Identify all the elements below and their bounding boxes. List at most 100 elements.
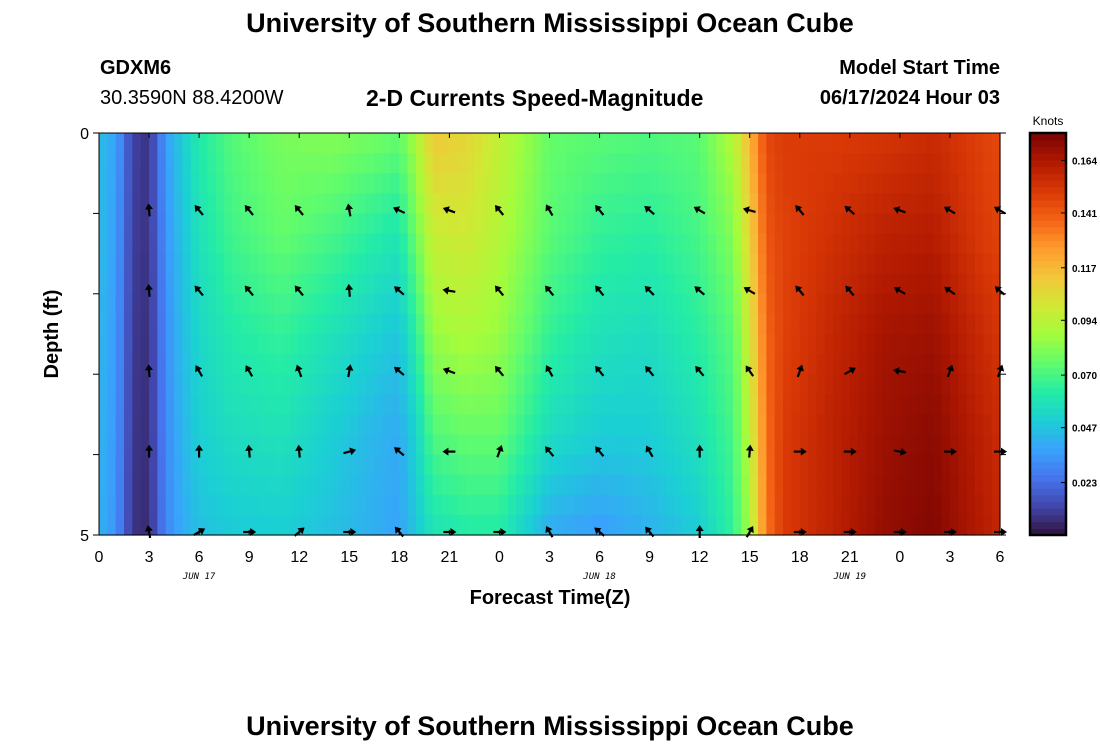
heatmap-cell [733, 354, 742, 375]
heatmap-cell [749, 374, 759, 395]
heatmap-cell [749, 153, 759, 174]
heatmap-cell [641, 374, 651, 395]
heatmap-cell [324, 434, 334, 456]
heatmap-cell [516, 273, 526, 295]
heatmap-cell [699, 334, 709, 355]
heatmap-cell [641, 273, 651, 295]
heatmap-cell [549, 173, 559, 194]
colorbar-swatch [1030, 374, 1066, 382]
current-vector-arrow [343, 447, 357, 456]
heatmap-cell [349, 133, 359, 154]
heatmap-cell [916, 514, 926, 536]
heatmap-cell [365, 253, 375, 275]
heatmap-cell [457, 273, 467, 295]
current-vector-arrow [742, 206, 756, 215]
heatmap-cell [174, 494, 184, 516]
heatmap-cell [666, 193, 676, 214]
heatmap-cell [958, 514, 968, 536]
heatmap-cell [549, 293, 559, 315]
colorbar-swatch [1030, 481, 1066, 489]
heatmap-cell [749, 273, 759, 295]
heatmap-cell [974, 293, 984, 315]
heatmap-cell [182, 474, 192, 496]
heatmap-cell [774, 434, 784, 456]
heatmap-cell [849, 273, 859, 295]
heatmap-cell [432, 253, 442, 275]
heatmap-cell [749, 354, 759, 375]
heatmap-cell [507, 354, 517, 375]
heatmap-cell [307, 394, 317, 415]
heatmap-cell [232, 514, 242, 536]
heatmap-cell [132, 133, 142, 154]
heatmap-cell [474, 474, 484, 496]
heatmap-cell [340, 414, 350, 436]
heatmap-cell [182, 173, 192, 194]
heatmap-cell [607, 153, 617, 174]
heatmap-cell [140, 354, 150, 375]
heatmap-cell [524, 313, 534, 335]
current-vector-arrow [644, 285, 655, 296]
heatmap-cell [632, 434, 642, 456]
heatmap-cell [958, 334, 968, 355]
heatmap-cell [224, 414, 234, 436]
heatmap-cell [507, 454, 517, 476]
heatmap-cell [257, 173, 267, 194]
heatmap-cell [641, 173, 651, 194]
heatmap-cell [349, 394, 359, 415]
heatmap-cell [641, 514, 651, 536]
current-vector-arrow [295, 444, 304, 458]
heatmap-cell [783, 334, 793, 355]
heatmap-cell [691, 334, 701, 355]
heatmap-cell [107, 133, 117, 154]
heatmap-cell [240, 494, 250, 516]
heatmap-cell [215, 474, 225, 496]
heatmap-cell [407, 514, 417, 536]
heatmap-cell [582, 434, 592, 456]
heatmap-cell [190, 233, 200, 255]
heatmap-cell [307, 133, 317, 154]
heatmap-cell [382, 474, 392, 496]
current-vector-arrow [245, 365, 254, 377]
heatmap-cell [716, 494, 726, 516]
heatmap-cell [315, 173, 325, 194]
heatmap-cell [749, 193, 759, 214]
heatmap-cell [499, 374, 509, 395]
heatmap-cell [207, 454, 217, 476]
heatmap-cell [641, 193, 651, 214]
heatmap-cell [891, 394, 901, 415]
heatmap-cell [974, 334, 984, 355]
heatmap-cell [816, 354, 826, 375]
colorbar-swatch [1030, 414, 1066, 422]
heatmap-cell [799, 434, 809, 456]
heatmap-cell [407, 394, 417, 415]
heatmap-cell [282, 454, 292, 476]
heatmap-cell [99, 153, 108, 174]
heatmap-cell [933, 293, 943, 315]
heatmap-cell [716, 474, 726, 496]
current-vector-arrow [145, 444, 154, 458]
heatmap-cell [866, 454, 876, 476]
heatmap-cell [474, 414, 484, 436]
heatmap-cell [841, 394, 851, 415]
heatmap-cell [557, 293, 567, 315]
heatmap-cell [290, 313, 300, 335]
heatmap-cell [908, 193, 918, 214]
heatmap-cell [549, 474, 559, 496]
heatmap-cell [157, 514, 167, 536]
heatmap-cell [532, 133, 542, 154]
colorbar-swatch [1030, 367, 1066, 375]
heatmap-cell [482, 394, 492, 415]
heatmap-cell [699, 313, 709, 335]
heatmap-cell [99, 253, 108, 275]
heatmap-cell [549, 494, 559, 516]
heatmap-cell [466, 153, 476, 174]
heatmap-cell [390, 273, 400, 295]
heatmap-cell [140, 213, 150, 235]
heatmap-cell [582, 474, 592, 496]
heatmap-cell [974, 414, 984, 436]
heatmap-cell [883, 233, 893, 255]
heatmap-cell [749, 253, 759, 275]
heatmap-cell [858, 153, 868, 174]
heatmap-cell [841, 434, 851, 456]
heatmap-cell [365, 454, 375, 476]
